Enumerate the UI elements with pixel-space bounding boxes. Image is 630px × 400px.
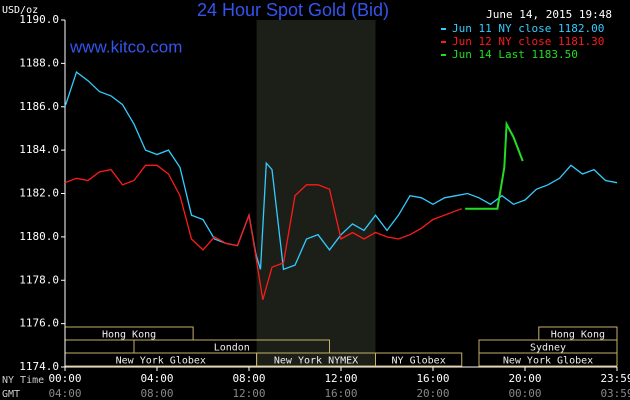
- y-tick-label: 1182.0: [19, 187, 59, 200]
- legend-label: Jun 11 NY close 1182.00: [452, 22, 604, 35]
- x-tick-label: 12:00: [324, 372, 357, 385]
- gmt-tick-label: 04:00: [48, 387, 81, 400]
- series-line: [465, 120, 524, 210]
- row-label: GMT: [2, 389, 20, 400]
- session-label: New York NYMEX: [274, 356, 358, 367]
- x-tick-label: 08:00: [232, 372, 265, 385]
- gmt-tick-label: 12:00: [232, 387, 265, 400]
- gmt-tick-label: 08:00: [140, 387, 173, 400]
- series-line: [64, 164, 463, 300]
- gmt-tick-label: 20:00: [416, 387, 449, 400]
- gmt-tick-label: 00:00: [508, 387, 541, 400]
- y-tick-label: 1186.0: [19, 100, 59, 113]
- y-tick-label: 1174.0: [19, 360, 59, 373]
- gmt-tick-label: 03:59: [600, 387, 630, 400]
- x-tick-label: 23:59: [600, 372, 630, 385]
- session-box: [375, 352, 463, 367]
- highlight-region: [256, 20, 376, 367]
- y-tick-label: 1190.0: [19, 13, 59, 26]
- session-label: New York Globex: [503, 356, 593, 367]
- legend-label: Jun 14 Last 1183.50: [452, 48, 578, 61]
- session-label: Hong Kong: [102, 330, 156, 341]
- legend-label: Jun 12 NY close 1181.30: [452, 35, 604, 48]
- x-tick-label: 04:00: [140, 372, 173, 385]
- legend-swatch: [441, 54, 446, 56]
- y-tick-label: 1180.0: [19, 230, 59, 243]
- legend-swatch: [441, 41, 446, 43]
- x-tick-label: 16:00: [416, 372, 449, 385]
- y-unit: USD/oz: [2, 5, 38, 16]
- legend-swatch: [441, 28, 446, 30]
- x-tick-label: 20:00: [508, 372, 541, 385]
- session-label: NY Globex: [392, 356, 446, 367]
- x-tick-label: 00:00: [48, 372, 81, 385]
- session-label: New York Globex: [116, 356, 206, 367]
- session-label: London: [214, 343, 250, 354]
- session-label: Hong Kong: [551, 330, 605, 341]
- session-label: Sydney: [530, 343, 566, 354]
- chart-title: 24 Hour Spot Gold (Bid): [197, 0, 389, 20]
- gmt-tick-label: 16:00: [324, 387, 357, 400]
- y-tick-label: 1176.0: [19, 317, 59, 330]
- y-tick-label: 1178.0: [19, 273, 59, 286]
- y-tick-label: 1184.0: [19, 143, 59, 156]
- row-label: NY Time: [2, 375, 44, 386]
- y-tick-label: 1188.0: [19, 56, 59, 69]
- watermark: www.kitco.com: [69, 37, 182, 56]
- timestamp: June 14, 2015 19:48: [486, 8, 612, 21]
- session-box: [478, 352, 618, 367]
- series-line: [64, 71, 618, 271]
